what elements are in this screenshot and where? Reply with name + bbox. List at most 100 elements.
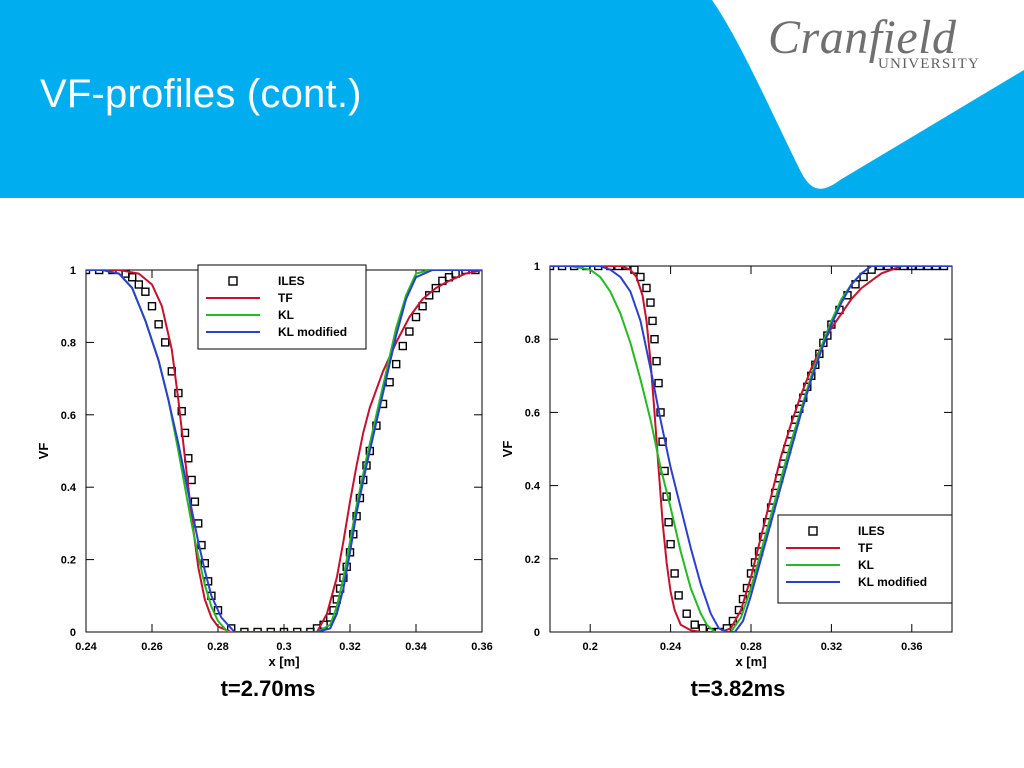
legend-label-kl-modified: KL modified [858,575,927,589]
y-tick-label: 0.8 [525,334,540,346]
y-tick-label: 0.8 [61,337,76,349]
series-line-kl-modified [86,270,482,632]
legend-box [197,264,367,350]
y-tick-label: 1 [534,261,540,273]
marker-iles [642,283,651,293]
x-tick-label: 0.32 [821,641,842,653]
x-axis-label: x [m] [735,654,766,669]
slide-title: VF-profiles (cont.) [40,72,362,116]
marker-iles [939,266,949,271]
y-tick-label: 0.4 [61,482,77,494]
marker-iles [385,378,394,387]
marker-iles [915,266,925,271]
marker-iles [418,302,427,311]
marker-iles [213,606,223,615]
y-axis-label: VF [500,441,515,458]
marker-iles [141,287,150,296]
vf-profile-chart-t270: 0.24 0.26 0.28 0.3 0.32 0.34 0.36 0 0.2 0.4 0.6 0.8… [36,264,493,669]
marker-iles [160,338,170,347]
marker-iles [405,327,414,336]
y-tick-label: 0 [534,627,540,639]
series-line-tf [550,266,952,632]
legend-swatch-iles [808,526,818,536]
marker-iles [557,266,567,271]
legend-label-tf: TF [858,541,873,555]
marker-iles [177,406,186,416]
chart-caption-right: t=3.82ms [690,676,786,701]
marker-iles [664,518,673,527]
series-line-kl-modified [550,266,952,632]
marker-iles [666,539,675,549]
marker-iles [411,312,421,322]
x-tick-label: 0.28 [740,641,761,653]
marker-iles [875,266,884,271]
y-tick-label: 0.6 [525,407,540,419]
marker-iles [923,266,933,271]
legend: ILES TF KL KL modified [197,264,367,350]
marker-iles [646,298,655,307]
marker-iles [187,475,196,485]
logo-subtitle: UNIVERSITY [878,56,980,72]
marker-iles [674,591,683,600]
marker-iles [650,334,659,344]
y-tick-label: 0.2 [525,554,540,566]
cranfield-logo: Cranfield UNIVERSITY [768,10,1008,80]
legend-label-kl: KL [278,308,294,322]
marker-iles [279,627,289,632]
x-tick-label: 0.34 [405,641,427,653]
vf-profile-chart-t382: 0.2 0.24 0.28 0.32 0.36 0 0.2 0.4 0.6 0.8 1 x [m] VF… [500,261,953,669]
plot-area [86,270,482,632]
marker-iles [431,283,440,293]
x-tick-label: 0.24 [660,641,682,653]
legend-label-tf: TF [278,291,293,305]
marker-iles [471,270,480,275]
marker-iles [654,378,663,388]
marker-iles [883,266,892,271]
chart-caption-left: t=2.70ms [220,676,316,701]
plot-area [550,266,952,632]
x-tick-label: 0.26 [141,641,162,653]
marker-iles [690,620,699,629]
marker-iles [670,569,679,578]
marker-iles [94,270,104,275]
series-line-tf [86,270,482,632]
title-banner [0,0,1024,198]
x-tick-label: 0.24 [75,641,97,653]
marker-iles [614,266,623,271]
marker-iles [594,266,603,271]
marker-iles [652,356,661,366]
marker-iles [392,359,401,369]
legend-label-iles: ILES [278,274,305,288]
marker-iles [253,627,262,632]
y-tick-label: 1 [70,265,76,277]
marker-iles [859,272,868,282]
legend-label-kl-modified: KL modified [278,325,347,339]
legend-label-kl: KL [858,558,874,572]
legend: ILES TF KL KL modified [777,514,953,604]
y-axis-label: VF [36,443,51,460]
marker-iles [134,280,144,289]
x-tick-label: 0.32 [339,641,360,653]
logo-wordmark: Cranfield [768,11,957,64]
marker-iles [266,627,276,632]
marker-iles [891,266,900,271]
x-tick-label: 0.36 [901,641,922,653]
x-tick-label: 0.3 [276,641,291,653]
marker-iles [569,266,579,271]
marker-iles [306,627,315,632]
marker-iles [931,266,941,271]
marker-iles [907,266,916,271]
marker-iles [147,302,157,311]
marker-iles [154,320,163,329]
y-tick-label: 0.4 [525,481,541,493]
banner-shape [0,0,1024,198]
marker-iles [682,609,691,618]
marker-iles [293,627,302,632]
marker-iles [622,266,631,271]
marker-iles [899,266,908,271]
marker-iles [398,341,407,351]
y-tick-label: 0 [70,627,76,639]
x-axis-label: x [m] [268,654,299,669]
marker-iles [240,627,249,632]
marker-iles [190,497,200,506]
